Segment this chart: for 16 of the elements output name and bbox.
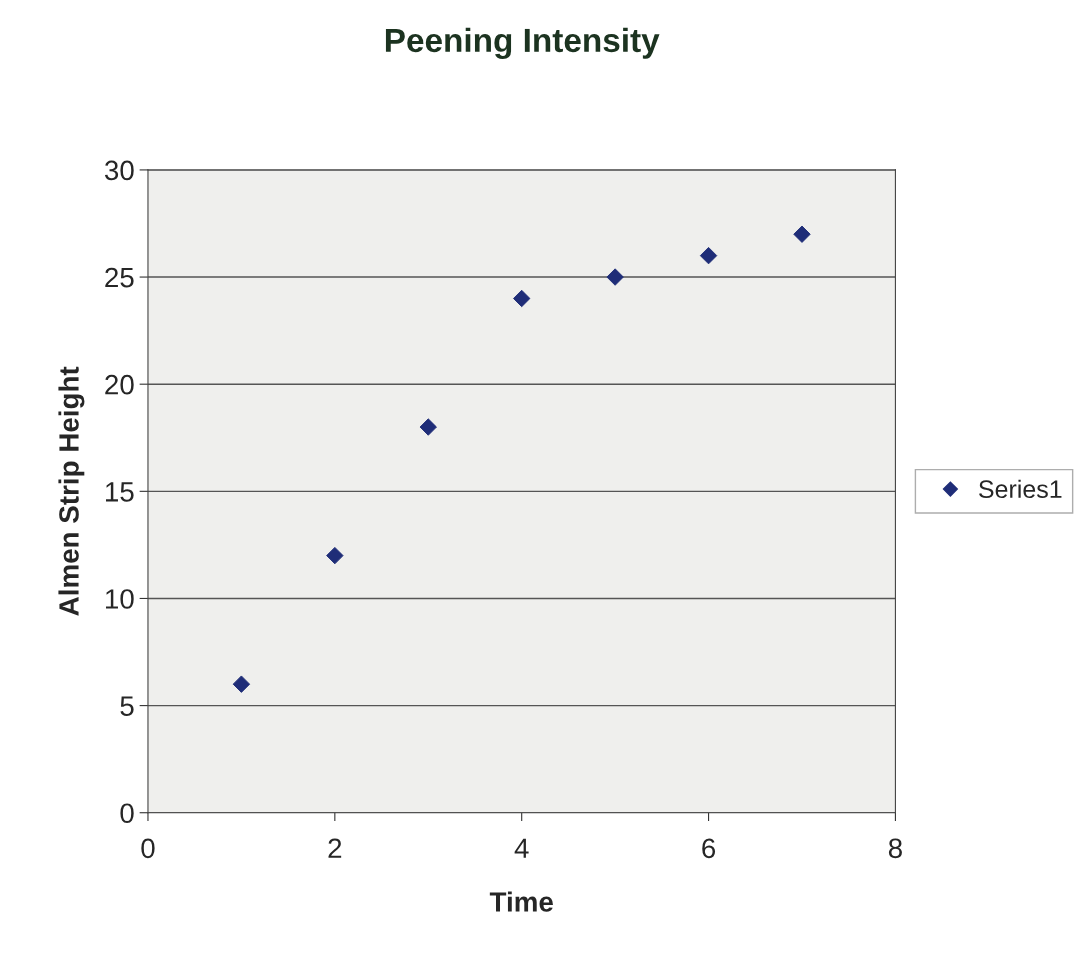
y-tick-label: 20 <box>105 374 134 395</box>
y-tick-label: 5 <box>120 696 134 716</box>
x-tick-label: 6 <box>702 838 716 859</box>
y-tick-label: 30 <box>104 160 134 181</box>
legend-label: Series1 <box>979 479 1062 499</box>
x-tick-label: 4 <box>514 838 529 858</box>
y-axis-title: Almen Strip Height <box>58 366 85 616</box>
y-tick-label: 15 <box>106 482 134 502</box>
y-tick-label: 10 <box>106 589 134 609</box>
x-tick-label: 8 <box>888 838 902 859</box>
x-tick-label: 2 <box>328 838 342 858</box>
x-axis-title: Time <box>489 891 553 912</box>
y-tick-label: 25 <box>105 267 134 288</box>
chart-title: Peening Intensity <box>385 27 660 59</box>
y-tick-label: 0 <box>120 803 134 824</box>
x-tick-label: 0 <box>141 838 155 859</box>
